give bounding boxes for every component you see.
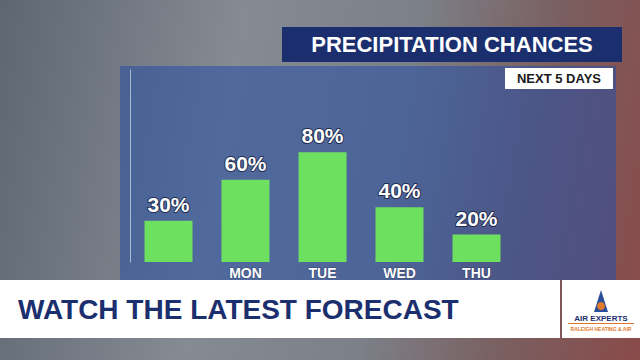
svg-text:60%: 60% xyxy=(224,152,266,175)
svg-text:30%: 30% xyxy=(147,193,189,216)
svg-text:AIR EXPERTS: AIR EXPERTS xyxy=(574,314,628,323)
svg-text:20%: 20% xyxy=(455,207,497,230)
svg-text:WATCH THE LATEST FORECAST: WATCH THE LATEST FORECAST xyxy=(18,294,459,325)
svg-text:RALEIGH HEATING & AIR: RALEIGH HEATING & AIR xyxy=(571,326,632,332)
svg-text:PRECIPITATION CHANCES: PRECIPITATION CHANCES xyxy=(311,32,593,57)
svg-text:TUE: TUE xyxy=(309,265,337,281)
svg-text:80%: 80% xyxy=(301,124,343,147)
svg-text:THU: THU xyxy=(462,265,491,281)
svg-text:MON: MON xyxy=(229,265,262,281)
svg-text:40%: 40% xyxy=(378,179,420,202)
svg-text:NEXT 5 DAYS: NEXT 5 DAYS xyxy=(517,71,601,86)
svg-text:WED: WED xyxy=(383,265,416,281)
